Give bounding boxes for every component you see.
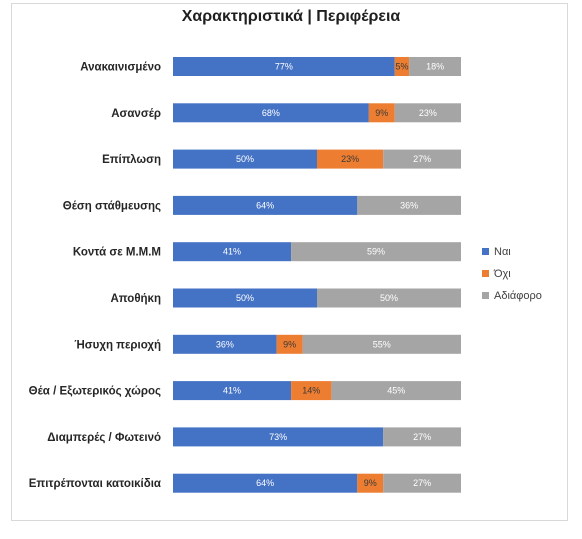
category-label: Θέση στάθμευσης bbox=[63, 200, 161, 212]
data-label: 41% bbox=[223, 247, 241, 257]
data-label: 68% bbox=[262, 108, 280, 118]
legend-swatch bbox=[482, 248, 489, 255]
data-label: 50% bbox=[236, 293, 254, 303]
bar-segment bbox=[317, 288, 461, 308]
data-label: 41% bbox=[223, 386, 241, 396]
bar-segment bbox=[383, 427, 461, 447]
bar-segment bbox=[173, 242, 292, 262]
bar-segment bbox=[383, 473, 461, 493]
bar-segment bbox=[173, 288, 317, 308]
bar-segment bbox=[368, 103, 395, 123]
category-label: Ήσυχη περιοχή bbox=[74, 339, 161, 351]
data-label: 50% bbox=[380, 293, 398, 303]
data-label: 36% bbox=[400, 200, 418, 210]
category-label: Επίπλωση bbox=[102, 154, 161, 166]
bar-segment bbox=[291, 242, 461, 262]
bar-segment bbox=[357, 195, 461, 215]
bar-segment bbox=[173, 334, 277, 354]
legend-swatch bbox=[482, 270, 489, 277]
data-label: 45% bbox=[387, 386, 405, 396]
legend-swatch bbox=[482, 292, 489, 299]
bar-segment bbox=[173, 103, 369, 123]
data-label: 14% bbox=[302, 386, 320, 396]
category-label: Διαμπερές / Φωτεινό bbox=[47, 432, 161, 444]
category-label: Επιτρέπονται κατοικίδια bbox=[29, 478, 161, 490]
data-label: 27% bbox=[413, 432, 431, 442]
data-label: 18% bbox=[426, 62, 444, 72]
category-label: Ασανσέρ bbox=[111, 108, 161, 120]
bar-segment bbox=[394, 103, 461, 123]
data-label: 36% bbox=[216, 339, 234, 349]
category-label: Θέα / Εξωτερικός χώρος bbox=[29, 386, 161, 398]
data-label: 77% bbox=[275, 62, 293, 72]
data-label: 23% bbox=[341, 154, 359, 164]
bar-segment bbox=[173, 427, 384, 447]
bar-segment bbox=[409, 57, 461, 76]
data-label: 23% bbox=[419, 108, 437, 118]
legend-label: Ναι bbox=[494, 246, 511, 258]
bar-segment bbox=[173, 473, 358, 493]
bar-segment bbox=[291, 381, 332, 401]
legend-label: Όχι bbox=[493, 268, 511, 280]
bar-segment bbox=[276, 334, 303, 354]
data-label: 9% bbox=[364, 478, 377, 488]
data-label: 27% bbox=[413, 154, 431, 164]
bar-segment bbox=[383, 149, 461, 169]
data-label: 9% bbox=[283, 339, 296, 349]
category-label: Αποθήκη bbox=[111, 293, 162, 305]
bar-segment bbox=[173, 195, 358, 215]
data-label: 50% bbox=[236, 154, 254, 164]
data-label: 64% bbox=[256, 478, 274, 488]
data-label: 5% bbox=[395, 62, 408, 72]
chart-title: Χαρακτηριστικά | Περιφέρεια bbox=[181, 8, 401, 25]
bar-segment bbox=[302, 334, 461, 354]
data-label: 73% bbox=[269, 432, 287, 442]
bar-segment bbox=[394, 57, 410, 76]
data-label: 59% bbox=[367, 247, 385, 257]
data-label: 9% bbox=[375, 108, 388, 118]
category-label: Κοντά σε Μ.Μ.Μ bbox=[73, 247, 161, 259]
category-label: Ανακαινισμένο bbox=[80, 62, 161, 74]
bar-segment bbox=[173, 149, 317, 169]
bar-segment bbox=[357, 473, 384, 493]
bar-segment bbox=[317, 149, 384, 169]
data-label: 27% bbox=[413, 478, 431, 488]
data-label: 55% bbox=[373, 339, 391, 349]
data-label: 64% bbox=[256, 200, 274, 210]
bar-segment bbox=[173, 381, 292, 401]
legend-label: Αδιάφορο bbox=[494, 290, 542, 302]
bar-segment bbox=[331, 381, 461, 401]
bar-segment bbox=[173, 57, 395, 76]
